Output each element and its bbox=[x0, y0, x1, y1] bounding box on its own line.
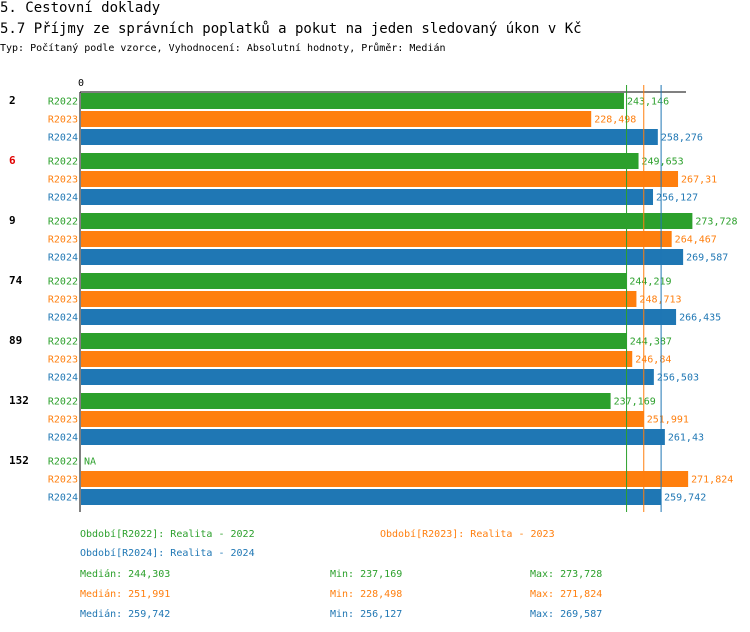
bar bbox=[81, 189, 654, 205]
bar-value-label: 246,84 bbox=[635, 355, 671, 366]
stat-max-r2024: Max: 269,587 bbox=[530, 609, 603, 620]
series-label: R2023 bbox=[48, 415, 78, 426]
bar bbox=[81, 489, 662, 505]
legend-r2022: Období[R2022]: Realita - 2022 bbox=[80, 529, 255, 540]
bar-value-label: 237,169 bbox=[614, 397, 656, 408]
category-label: 6 bbox=[9, 154, 16, 167]
bar bbox=[81, 213, 693, 229]
series-label: R2023 bbox=[48, 115, 78, 126]
series-label: R2022 bbox=[48, 97, 78, 108]
bar-value-label: 248,713 bbox=[639, 295, 681, 306]
bar-value-label: 256,503 bbox=[657, 373, 699, 384]
category-label: 89 bbox=[9, 334, 22, 347]
legend-r2023: Období[R2023]: Realita - 2023 bbox=[380, 529, 555, 540]
series-label: R2024 bbox=[48, 373, 78, 384]
bar-value-label: 244,219 bbox=[629, 277, 671, 288]
category-label: 74 bbox=[9, 274, 23, 287]
bar bbox=[81, 393, 611, 409]
stat-median-r2022: Medián: 244,303 bbox=[80, 569, 171, 580]
stat-max-r2022: Max: 273,728 bbox=[530, 569, 603, 580]
bar-value-label: 249,653 bbox=[642, 157, 684, 168]
category-label: 132 bbox=[9, 394, 29, 407]
bar-value-label: 261,43 bbox=[668, 433, 704, 444]
bar bbox=[81, 231, 672, 247]
series-label: R2023 bbox=[48, 175, 78, 186]
series-label: R2022 bbox=[48, 457, 78, 468]
bar bbox=[81, 411, 644, 427]
series-label: R2022 bbox=[48, 397, 78, 408]
category-label: 2 bbox=[9, 94, 16, 107]
bar bbox=[81, 153, 639, 169]
category-label: 152 bbox=[9, 454, 29, 467]
bar-value-label: 266,435 bbox=[679, 313, 721, 324]
bar-value-label: 264,467 bbox=[675, 235, 717, 246]
bar bbox=[81, 129, 658, 145]
bar-value-label: 271,824 bbox=[691, 475, 733, 486]
stat-max-r2023: Max: 271,824 bbox=[530, 589, 603, 600]
stat-median-r2024: Medián: 259,742 bbox=[80, 609, 171, 620]
bar bbox=[81, 309, 677, 325]
series-label: R2024 bbox=[48, 133, 78, 144]
bar bbox=[81, 471, 689, 487]
bar bbox=[81, 111, 592, 127]
bar bbox=[81, 249, 684, 265]
bar bbox=[81, 93, 624, 109]
bar-value-label: 258,276 bbox=[661, 133, 703, 144]
stat-min-r2023: Min: 228,498 bbox=[330, 589, 403, 600]
bar-value-label: 251,991 bbox=[647, 415, 689, 426]
bar bbox=[81, 369, 654, 385]
series-label: R2022 bbox=[48, 337, 78, 348]
series-label: R2023 bbox=[48, 295, 78, 306]
bar-value-label: 259,742 bbox=[664, 493, 706, 504]
bar-value-label: 256,127 bbox=[656, 193, 698, 204]
bar-value-label: 267,31 bbox=[681, 175, 717, 186]
bar bbox=[81, 333, 627, 349]
stat-min-r2024: Min: 256,127 bbox=[330, 609, 403, 620]
bar-value-label: 269,587 bbox=[686, 253, 728, 264]
legend-r2024: Období[R2024]: Realita - 2024 bbox=[80, 548, 255, 559]
bar-value-label: 244,387 bbox=[630, 337, 672, 348]
bar bbox=[81, 273, 627, 289]
bar-chart: 0 2 R2022 243,146 R2023 228,498 R2024 258,276 6 R… bbox=[9, 78, 738, 512]
chart-title: 5.7 Příjmy ze správních poplatků a pokut… bbox=[0, 21, 582, 37]
series-label: R2022 bbox=[48, 157, 78, 168]
series-label: R2023 bbox=[48, 355, 78, 366]
bar bbox=[81, 291, 637, 307]
series-label: R2023 bbox=[48, 235, 78, 246]
series-label: R2024 bbox=[48, 313, 78, 324]
series-label: R2022 bbox=[48, 217, 78, 228]
stat-min-r2022: Min: 237,169 bbox=[330, 569, 403, 580]
bar-value-label: 243,146 bbox=[627, 97, 669, 108]
series-label: R2023 bbox=[48, 475, 78, 486]
series-label: R2024 bbox=[48, 493, 78, 504]
bar bbox=[81, 429, 665, 445]
section-title: 5. Cestovní doklady bbox=[0, 0, 161, 16]
bar bbox=[81, 351, 633, 367]
bar bbox=[81, 171, 679, 187]
bar-value-label: 228,498 bbox=[594, 115, 636, 126]
x-tick-label: 0 bbox=[78, 78, 84, 89]
stat-median-r2023: Medián: 251,991 bbox=[80, 589, 171, 600]
chart-subtitle: Typ: Počítaný podle vzorce, Vyhodnocení:… bbox=[0, 43, 446, 54]
category-label: 9 bbox=[9, 214, 16, 227]
series-label: R2024 bbox=[48, 253, 78, 264]
bar-value-label: NA bbox=[84, 457, 96, 468]
bar-value-label: 273,728 bbox=[695, 217, 737, 228]
series-label: R2024 bbox=[48, 433, 78, 444]
series-label: R2022 bbox=[48, 277, 78, 288]
series-label: R2024 bbox=[48, 193, 78, 204]
